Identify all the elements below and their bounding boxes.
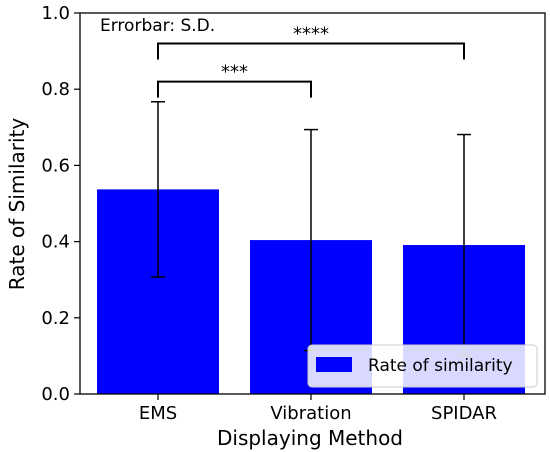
x-tick-label-vibration: Vibration [270, 403, 351, 424]
x-axis-label: Displaying Method [217, 426, 403, 450]
plot-frame [79, 12, 546, 395]
significance-brackets: ******* [157, 23, 465, 98]
y-axis-label: Rate of Similarity [5, 118, 29, 291]
y-axis-ticks: 0.0 0.2 0.4 0.6 0.8 1.0 [41, 3, 80, 405]
legend-box [307, 344, 538, 388]
legend-label: Rate of similarity [368, 356, 513, 376]
y-tick-label: 0.2 [41, 308, 70, 329]
significance-bracket-1: *** [157, 62, 312, 98]
x-tick-label-spidar: SPIDAR [431, 403, 497, 424]
significance-bracket-2: **** [157, 23, 465, 60]
significance-label: **** [293, 23, 329, 44]
bracket-line [157, 42, 465, 60]
y-tick-label: 0.0 [41, 384, 70, 405]
y-tick-label: 0.6 [41, 155, 70, 176]
x-axis-ticks: EMS Vibration SPIDAR [139, 394, 497, 424]
bracket-line [157, 80, 312, 98]
y-tick-label: 0.8 [41, 79, 70, 100]
y-tick-label: 0.4 [41, 232, 70, 253]
annotation-errorbar: Errorbar: S.D. [100, 16, 215, 36]
legend: Rate of similarity [307, 344, 538, 388]
y-tick-label: 1.0 [41, 3, 70, 24]
errorbar-ems [151, 101, 165, 278]
x-tick-label-ems: EMS [139, 403, 177, 424]
significance-label: *** [221, 62, 248, 83]
legend-swatch [316, 357, 352, 372]
